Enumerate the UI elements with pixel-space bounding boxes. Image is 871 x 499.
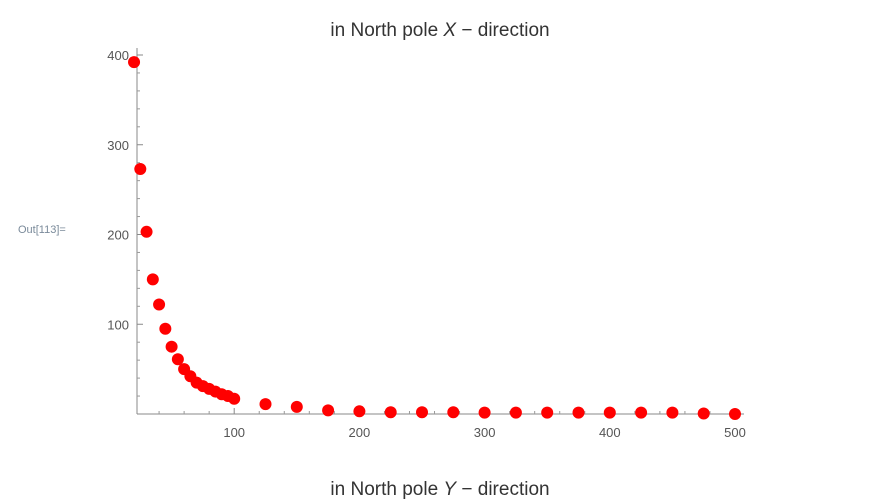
data-point: [697, 407, 710, 420]
data-point: [159, 322, 172, 335]
y-tick-label: 200: [107, 228, 129, 243]
chart-title-y: in North pole Y − direction: [330, 479, 549, 499]
data-point: [322, 404, 335, 417]
output-cell-label: Out[113]=: [18, 224, 66, 236]
x-tick-label: 300: [474, 425, 496, 440]
data-point: [140, 225, 153, 238]
data-point: [353, 405, 366, 418]
data-point: [572, 406, 585, 419]
x-tick-label: 400: [599, 425, 621, 440]
data-point: [447, 406, 460, 419]
data-point: [416, 406, 428, 419]
data-point: [541, 406, 554, 419]
data-point: [165, 340, 178, 353]
data-point: [384, 406, 397, 419]
chart-title-x: in North pole X − direction: [330, 20, 549, 41]
data-point: [146, 273, 159, 286]
data-point: [729, 408, 741, 420]
x-tick-label: 500: [724, 425, 746, 440]
data-point: [228, 392, 241, 405]
data-point: [134, 162, 147, 175]
y-tick-label: 300: [107, 138, 129, 153]
data-point: [153, 298, 166, 311]
x-tick-label: 100: [223, 425, 245, 440]
data-points: [128, 56, 741, 420]
y-tick-label: 400: [107, 48, 129, 63]
data-point: [290, 400, 303, 413]
data-point: [509, 406, 522, 419]
data-point: [635, 406, 648, 419]
data-point: [666, 406, 679, 419]
x-tick-label: 200: [349, 425, 371, 440]
data-point: [259, 398, 272, 411]
y-tick-label: 100: [107, 317, 129, 332]
data-point: [171, 353, 184, 366]
data-point: [603, 406, 616, 419]
data-point: [478, 406, 491, 419]
data-point: [128, 56, 141, 69]
